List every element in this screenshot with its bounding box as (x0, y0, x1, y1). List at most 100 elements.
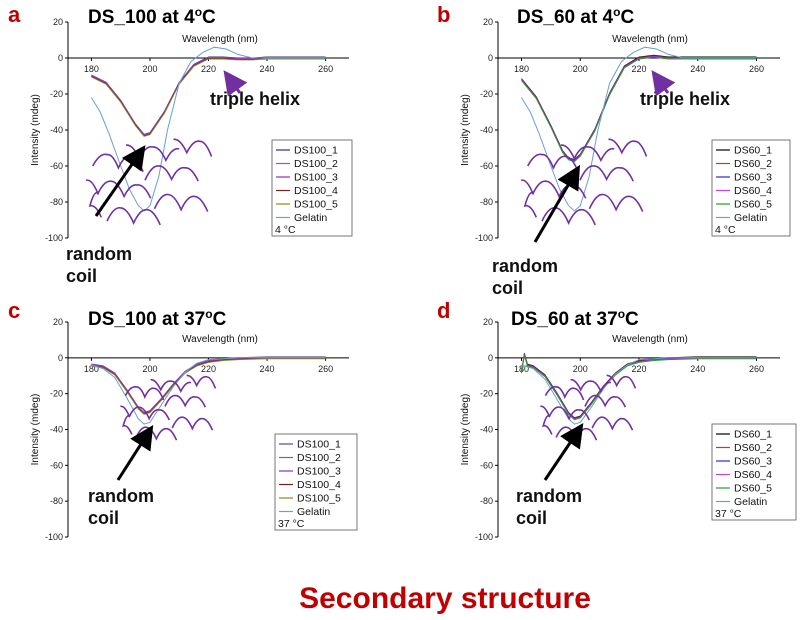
chart-title: DS_100 at 37oC (88, 307, 227, 330)
x-tick-label: 180 (514, 64, 529, 74)
x-tick-label: 180 (84, 364, 99, 374)
random-coil-strand (171, 416, 214, 431)
y-tick-label: -20 (480, 389, 493, 399)
legend-entry: DS60_1 (734, 429, 772, 441)
legend-entry: DS100_3 (297, 466, 341, 478)
x-tick-label: 200 (142, 364, 157, 374)
y-tick-label: 0 (488, 53, 493, 63)
legend-entry: DS100_4 (297, 479, 341, 491)
random-coil-strand (96, 180, 152, 199)
legend-entry: DS60_4 (734, 469, 772, 481)
y-tick-label: -60 (50, 460, 63, 470)
random-coil-strand (186, 374, 217, 389)
x-tick-label: 260 (749, 64, 764, 74)
legend-box (711, 139, 791, 237)
x-axis-label: Wavelength (nm) (612, 334, 688, 345)
random-coil-strand (520, 179, 538, 218)
footer-title: Secondary structure (299, 582, 591, 615)
y-axis-label: Intensity (mdeg) (460, 394, 471, 466)
random-coil-strand (548, 406, 591, 421)
annotation-random-coil: random coil (492, 256, 558, 298)
series-line-Gelatin (521, 46, 757, 212)
x-tick-label: 180 (84, 64, 99, 74)
legend-temperature: 4 °C (715, 224, 736, 236)
legend-entry: Gelatin (297, 506, 330, 518)
x-tick-label: 260 (749, 364, 764, 374)
series-line-DS100_5 (91, 58, 326, 137)
y-tick-label: -40 (480, 425, 493, 435)
y-axis-label: Intensity (mdeg) (460, 94, 471, 166)
random-coil-strand (560, 144, 615, 163)
y-tick-label: -20 (480, 89, 493, 99)
random-coil-strand (541, 206, 596, 226)
random-coil-strand (85, 179, 103, 218)
annotation-triple-helix: triple helix (210, 89, 300, 109)
random-coil-strand (128, 406, 171, 421)
random-coil-strand (531, 180, 587, 199)
legend-entry: DS60_5 (734, 199, 772, 211)
y-tick-label: -40 (50, 125, 63, 135)
random-coil-strand (591, 416, 634, 431)
y-tick-label: -100 (45, 532, 63, 542)
y-tick-label: -80 (480, 496, 493, 506)
panel-letter: c (8, 298, 20, 323)
random-coil-strand (570, 378, 612, 394)
random-coil-strand (608, 138, 648, 157)
series-line-DS100_5 (91, 358, 326, 415)
x-tick-label: 200 (142, 64, 157, 74)
y-tick-label: -40 (480, 125, 493, 135)
random-coil-strand (606, 374, 637, 389)
panel-letter: b (437, 2, 450, 27)
annotation-random-coil: random coil (516, 486, 582, 528)
chart-title: DS_60 at 4oC (517, 5, 634, 28)
annotation-random-coil: random coil (88, 486, 154, 528)
y-tick-label: -60 (50, 161, 63, 171)
annotation-random-coil: random coil (66, 244, 132, 286)
random-coil-strand (106, 206, 161, 226)
legend-entry: DS60_2 (734, 442, 772, 454)
panel-letter: a (8, 2, 21, 27)
random-coil-strand (584, 394, 627, 408)
y-tick-label: 20 (483, 317, 493, 327)
legend-temperature: 37 °C (715, 508, 742, 520)
y-tick-label: -60 (480, 460, 493, 470)
y-tick-label: -100 (475, 233, 493, 243)
x-tick-label: 220 (631, 64, 646, 74)
random-coil-strand (124, 385, 165, 401)
y-tick-label: 20 (483, 17, 493, 27)
random-coil-strand (588, 193, 644, 212)
x-tick-label: 200 (573, 64, 588, 74)
x-axis-label: Wavelength (nm) (612, 34, 688, 45)
legend-entry: DS100_2 (294, 158, 338, 170)
random-coil-arrow (533, 164, 581, 243)
legend-temperature: 4 °C (275, 224, 296, 236)
x-tick-label: 220 (201, 364, 216, 374)
chart-title: DS_60 at 37oC (511, 307, 639, 330)
legend-entry: DS100_2 (297, 452, 341, 464)
legend-entry: DS60_1 (734, 145, 772, 157)
legend-entry: Gelatin (294, 212, 327, 224)
y-tick-label: -100 (45, 233, 63, 243)
y-axis-label: Intensity (mdeg) (30, 394, 41, 466)
legend-box (271, 139, 353, 237)
random-coil-strand (144, 165, 199, 182)
y-tick-label: 20 (53, 317, 63, 327)
x-tick-label: 260 (318, 364, 333, 374)
legend-entry: DS100_1 (297, 439, 341, 451)
y-tick-label: -20 (50, 389, 63, 399)
y-tick-label: 20 (53, 17, 63, 27)
legend-temperature: 37 °C (278, 518, 305, 530)
random-coil-strand (150, 378, 192, 394)
y-tick-label: -20 (50, 89, 63, 99)
random-coil-arrow (94, 145, 146, 217)
legend-entry: Gelatin (734, 212, 767, 224)
y-tick-label: -80 (50, 197, 63, 207)
y-tick-label: 0 (58, 353, 63, 363)
legend-entry: DS100_1 (294, 145, 338, 157)
x-tick-label: 240 (690, 364, 705, 374)
random-coil-arrow (543, 423, 584, 481)
legend-entry: DS60_4 (734, 185, 772, 197)
